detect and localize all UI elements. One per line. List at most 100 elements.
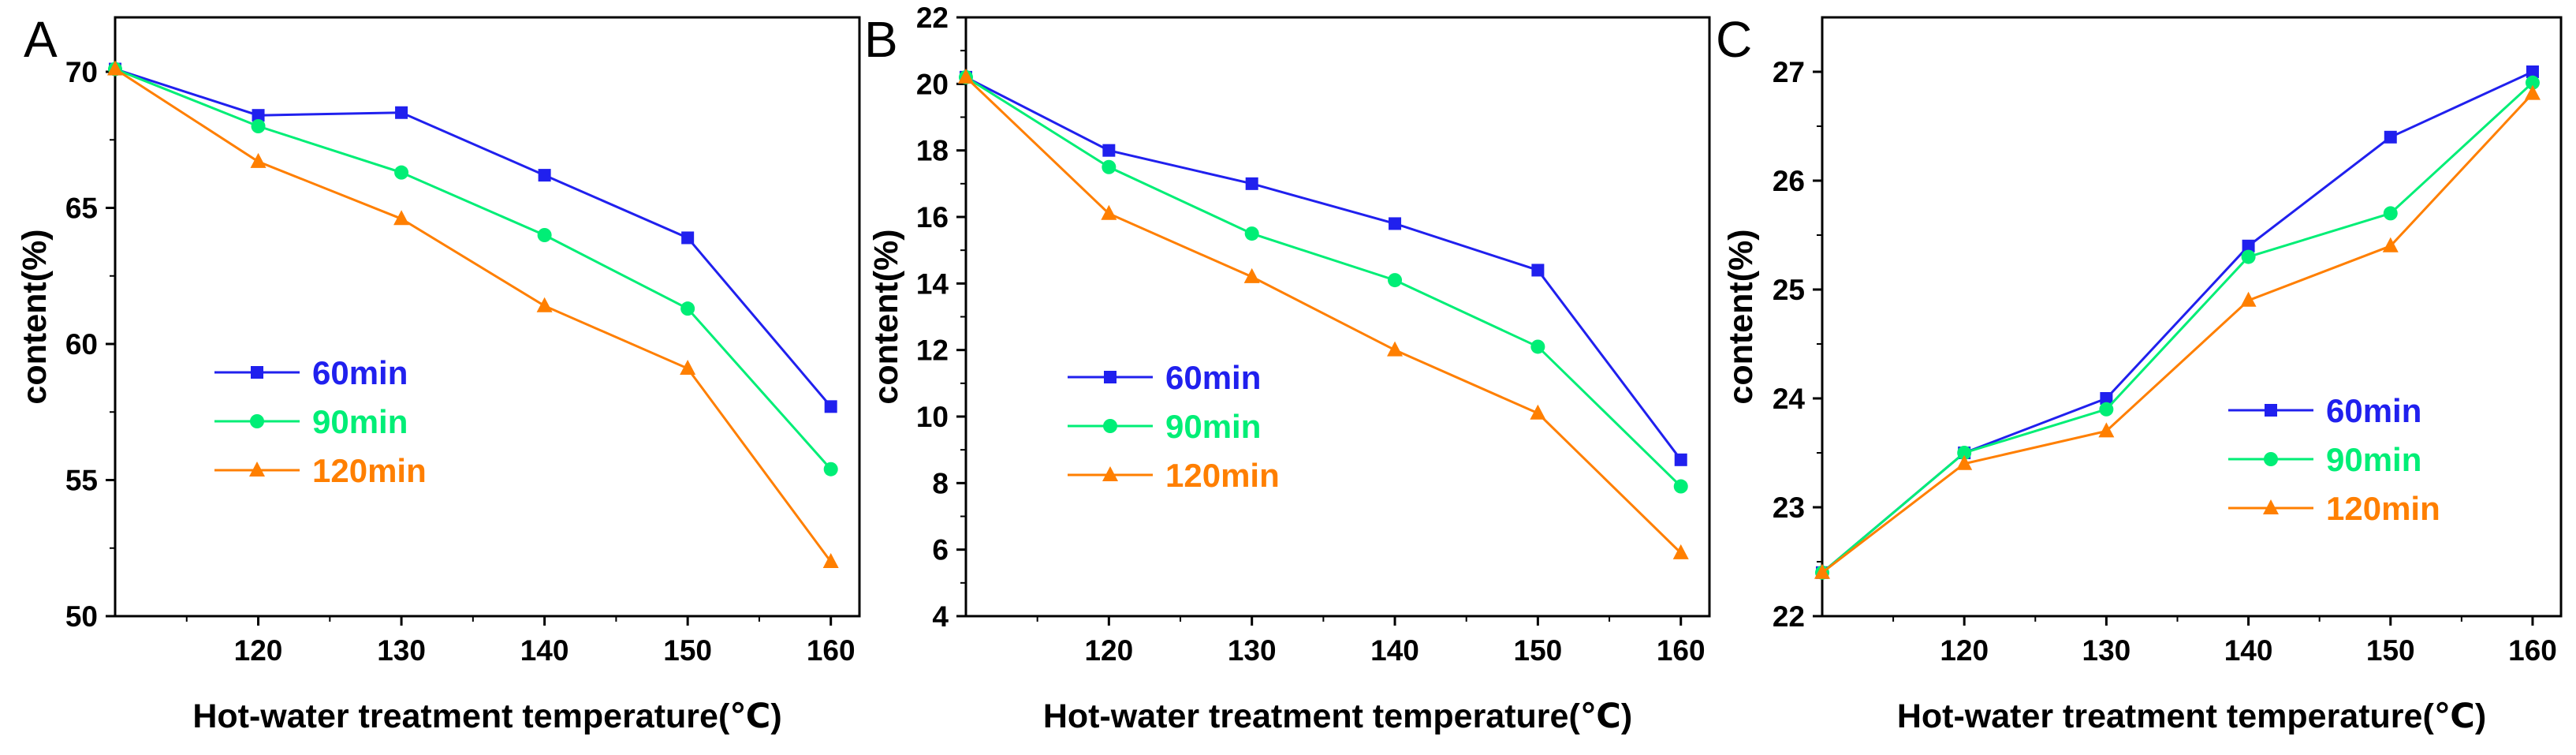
data-point	[2100, 392, 2113, 405]
plot-frame	[964, 16, 1711, 618]
legend-marker	[1103, 419, 1117, 433]
x-tick-label: 130	[2082, 634, 2131, 667]
legend-label: 90min	[312, 403, 408, 440]
series-90min	[108, 62, 838, 477]
x-tick-label: 160	[2508, 634, 2557, 667]
y-tick-label: 50	[65, 600, 98, 633]
data-point	[823, 462, 838, 477]
data-point	[1673, 479, 1688, 494]
x-tick-label: 140	[1370, 634, 1419, 667]
legend-label: 60min	[2326, 392, 2421, 429]
x-axis-title: Hot-water treatment temperature(℃)	[192, 697, 781, 735]
panel-letter: C	[1716, 11, 1752, 68]
series-60min	[109, 62, 837, 413]
y-tick-label: 22	[916, 2, 949, 34]
data-point	[1530, 404, 1546, 420]
y-tick-label: 8	[932, 467, 949, 499]
legend-marker	[2265, 404, 2277, 417]
legend: 60min 90min 120min	[1068, 359, 1280, 494]
data-point	[536, 297, 553, 312]
legend: 60min 90min 120min	[214, 354, 427, 489]
series-line	[114, 68, 832, 408]
y-axis-title: content(%)	[16, 229, 54, 404]
data-point	[2526, 65, 2539, 78]
data-point	[537, 228, 552, 242]
y-tick-label: 12	[916, 335, 949, 367]
y-tick-label: 16	[916, 201, 949, 234]
x-axis-title: Hot-water treatment temperature(℃)	[1043, 697, 1632, 735]
data-point	[680, 360, 696, 376]
x-axis-title: Hot-water treatment temperature(℃)	[1897, 697, 2486, 735]
y-tick-label: 10	[916, 401, 949, 433]
data-point	[1672, 544, 1689, 559]
data-point	[1243, 267, 1260, 283]
legend-marker	[251, 366, 263, 379]
data-point	[1957, 446, 1972, 460]
y-tick-label: 26	[1773, 165, 1805, 197]
x-tick-label: 140	[520, 634, 569, 667]
y-tick-label: 25	[1773, 274, 1805, 306]
x-tick-label: 150	[2366, 634, 2415, 667]
y-tick-label: 18	[916, 135, 949, 167]
series-120min	[107, 60, 839, 568]
data-point	[395, 106, 408, 119]
series-line	[114, 68, 832, 470]
data-point	[2524, 84, 2541, 100]
y-tick-label: 27	[1773, 56, 1805, 88]
data-point	[2383, 206, 2398, 221]
x-tick-label: 120	[1084, 634, 1133, 667]
series-60min	[960, 70, 1687, 466]
y-tick-label: 14	[916, 267, 949, 300]
x-tick-label: 120	[1940, 634, 1989, 667]
data-point	[1530, 339, 1545, 354]
data-point	[2241, 249, 2256, 264]
y-tick-label: 65	[65, 192, 98, 225]
data-point	[822, 553, 839, 568]
data-point	[2098, 422, 2115, 438]
legend-marker	[249, 462, 265, 477]
data-point	[1244, 226, 1259, 241]
y-axis-title: content(%)	[867, 229, 905, 404]
series-120min	[958, 68, 1689, 559]
x-tick-label: 130	[1228, 634, 1277, 667]
data-point	[1814, 563, 1830, 579]
data-point	[107, 60, 123, 76]
data-point	[2384, 130, 2397, 144]
series-line	[114, 68, 832, 563]
data-point	[1674, 453, 1687, 466]
y-tick-label: 22	[1773, 600, 1805, 633]
data-point	[394, 165, 409, 180]
data-point	[1102, 144, 1116, 157]
data-point	[2525, 75, 2540, 90]
legend-label: 90min	[2326, 441, 2421, 478]
legend-label: 120min	[312, 452, 427, 489]
legend: 60min 90min 120min	[2228, 392, 2440, 527]
data-point	[2240, 291, 2257, 307]
data-point	[1245, 177, 1258, 190]
x-tick-label: 130	[377, 634, 426, 667]
y-tick-label: 20	[916, 68, 949, 100]
data-point	[252, 109, 265, 122]
plot-frame	[114, 16, 861, 618]
x-tick-label: 120	[234, 634, 283, 667]
chart-panel-b: 120 130 140 150 160 4 6 8 10 12 14 16 18 20 22 Hot-wate…	[864, 2, 1711, 735]
data-point	[393, 210, 410, 226]
series-line	[965, 76, 1682, 461]
series-line	[965, 76, 1682, 488]
data-point	[2242, 239, 2255, 252]
x-tick-label: 160	[1657, 634, 1706, 667]
data-point	[1101, 204, 1117, 220]
y-tick-label: 4	[932, 600, 949, 633]
legend-label: 60min	[312, 354, 408, 391]
legend-marker	[2264, 452, 2278, 466]
series-120min	[1814, 84, 2541, 579]
data-point	[1102, 159, 1117, 174]
legend-marker	[250, 414, 264, 428]
data-point	[1387, 341, 1404, 357]
data-point	[1389, 217, 1402, 230]
legend-marker	[2263, 499, 2279, 514]
data-point	[2099, 402, 2114, 417]
legend-label: 60min	[1165, 359, 1261, 396]
y-axis-title: content(%)	[1722, 229, 1760, 404]
